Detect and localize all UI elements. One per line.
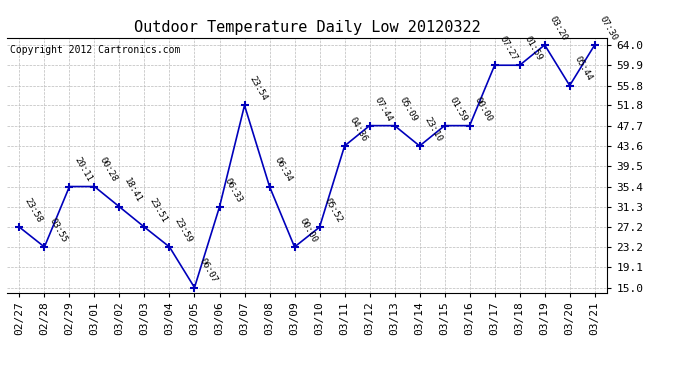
Text: 04:36: 04:36: [347, 116, 368, 143]
Text: 05:44: 05:44: [573, 55, 593, 83]
Text: 07:30: 07:30: [598, 14, 619, 42]
Text: 18:41: 18:41: [122, 176, 144, 204]
Text: 23:10: 23:10: [422, 116, 444, 143]
Text: 01:59: 01:59: [522, 34, 544, 63]
Text: 00:00: 00:00: [297, 216, 319, 244]
Text: 23:59: 23:59: [172, 216, 193, 244]
Text: 00:28: 00:28: [97, 156, 119, 184]
Text: 20:11: 20:11: [72, 156, 93, 184]
Text: 23:54: 23:54: [247, 75, 268, 102]
Text: 23:58: 23:58: [22, 196, 43, 224]
Text: 03:55: 03:55: [47, 216, 68, 244]
Text: 01:59: 01:59: [447, 95, 469, 123]
Text: 05:09: 05:09: [397, 95, 419, 123]
Text: 05:52: 05:52: [322, 196, 344, 224]
Text: 07:27: 07:27: [497, 34, 519, 63]
Text: 07:44: 07:44: [373, 95, 393, 123]
Text: Copyright 2012 Cartronics.com: Copyright 2012 Cartronics.com: [10, 45, 180, 55]
Text: 03:20: 03:20: [547, 14, 569, 42]
Text: 00:00: 00:00: [473, 95, 493, 123]
Text: 06:34: 06:34: [273, 156, 293, 184]
Text: 06:33: 06:33: [222, 176, 244, 204]
Title: Outdoor Temperature Daily Low 20120322: Outdoor Temperature Daily Low 20120322: [134, 20, 480, 35]
Text: 06:07: 06:07: [197, 257, 219, 285]
Text: 23:51: 23:51: [147, 196, 168, 224]
